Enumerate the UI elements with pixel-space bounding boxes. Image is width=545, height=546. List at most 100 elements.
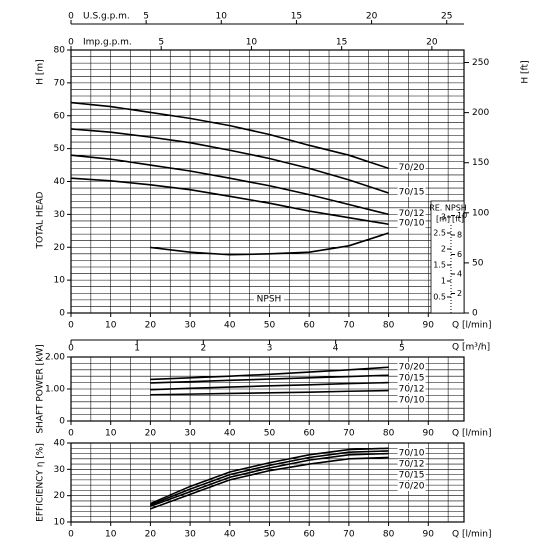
npsh-ft-tick-label: 10: [457, 211, 467, 220]
legend-bg: [397, 470, 426, 480]
legend-bg: [397, 187, 426, 198]
y2-tick-label: 150: [472, 158, 489, 168]
x-tick-label: 90: [423, 530, 435, 540]
y-tick-label: 10: [54, 518, 66, 528]
x-tick-label: 10: [105, 321, 117, 331]
secondary-tick-label: 5: [399, 344, 405, 354]
y-axis-title: SHAFT POWER [kW]: [36, 344, 46, 433]
secondary-tick-label: 15: [291, 12, 302, 22]
legend-bg: [397, 373, 426, 383]
legend-bg: [397, 208, 426, 219]
npsh-ft-tick-label: 2: [457, 289, 462, 298]
legend-bg: [397, 362, 426, 372]
x-tick-label: 40: [224, 530, 236, 540]
x-tick-label: 60: [303, 321, 315, 331]
npsh-tick-label: 3: [441, 213, 446, 222]
x-tick-label: 90: [423, 321, 435, 331]
secondary-tick-label: 0: [68, 344, 74, 354]
y-axis-title: TOTAL HEAD: [36, 191, 46, 249]
y-tick-label: 1.00: [45, 385, 65, 395]
legend-label: 70/10: [399, 449, 425, 459]
npsh-tick-label: 2.5: [433, 229, 446, 238]
y-tick-label: 20: [54, 243, 66, 253]
secondary-tick-label: 5: [158, 38, 164, 48]
secondary-axis-title: U.S.g.p.m.: [83, 12, 130, 22]
y2-tick-label: 250: [472, 58, 489, 68]
secondary-tick-label: 0: [68, 12, 74, 22]
secondary-axis-title: Imp.g.p.m.: [83, 38, 132, 48]
legend-label: 70/10: [399, 219, 425, 229]
legend-label: NPSH: [257, 295, 282, 305]
legend-label: 70/15: [399, 188, 425, 198]
npsh-tick-label: 1.5: [433, 261, 446, 270]
x-tick-label: 0: [68, 530, 74, 540]
legend-bg: [254, 294, 284, 304]
npsh-unit: [m]: [436, 215, 450, 224]
x-tick-label: 0: [68, 321, 74, 331]
y-tick-label: 60: [54, 111, 66, 121]
legend-label: 70/15: [399, 471, 425, 481]
x-tick-label: 70: [343, 321, 355, 331]
legend-bg: [397, 162, 426, 173]
y-axis-title: EFFICIENCY η [%]: [36, 443, 46, 522]
x-axis-title: Q [l/min]: [452, 530, 491, 540]
secondary-tick-label: 10: [216, 12, 228, 22]
legend-label: 70/20: [399, 363, 425, 373]
x-tick-label: 80: [383, 321, 395, 331]
y2-axis-title: H [ft]: [521, 60, 531, 83]
series-line: [150, 452, 389, 507]
series-line: [70, 177, 389, 226]
legend-label: 70/15: [399, 374, 425, 384]
x-tick-label: 20: [145, 530, 157, 540]
y-tick-label: 2.00: [45, 353, 65, 363]
y-tick-label: 30: [54, 210, 66, 220]
npsh-ft-tick-label: 6: [457, 250, 462, 259]
legend-bg: [397, 459, 426, 469]
series-line: [150, 450, 389, 506]
legend-label: 70/20: [399, 482, 425, 492]
y-tick-label: 0: [59, 309, 65, 319]
y2-tick-label: 100: [472, 208, 489, 218]
legend-label: 70/12: [399, 385, 425, 395]
series-line: [150, 456, 389, 510]
y-tick-label: 70: [54, 78, 66, 88]
secondary-tick-label: 5: [143, 12, 149, 22]
x-tick-label: 50: [264, 321, 276, 331]
x-tick-label: 30: [184, 429, 196, 439]
legend-label: 70/12: [399, 460, 425, 470]
series-line: [150, 447, 389, 505]
series-line: [150, 232, 389, 256]
y2-tick-label: 200: [472, 108, 489, 118]
legend-label: 70/10: [399, 396, 425, 406]
y2-tick-label: 50: [472, 258, 484, 268]
series-line: [150, 374, 389, 384]
x-tick-label: 40: [224, 429, 236, 439]
secondary-tick-label: 20: [426, 38, 438, 48]
x-tick-label: 50: [264, 530, 276, 540]
x-tick-label: 20: [145, 429, 157, 439]
secondary-tick-label: 0: [68, 38, 74, 48]
npsh-unit: [ft]: [452, 215, 464, 224]
plot-frame: [70, 442, 465, 523]
y-tick-label: 0: [59, 417, 65, 427]
y-tick-label: 80: [54, 46, 66, 56]
x-axis-title: Q [l/min]: [452, 429, 491, 439]
x-tick-label: 30: [184, 321, 196, 331]
npsh-tick-label: 2: [441, 245, 446, 254]
secondary-tick-label: 20: [366, 12, 378, 22]
x-tick-label: 40: [224, 321, 236, 331]
x-tick-label: 30: [184, 530, 196, 540]
secondary-tick-label: 1: [134, 344, 140, 354]
x-tick-label: 0: [68, 429, 74, 439]
x-tick-label: 60: [303, 530, 315, 540]
y-tick-label: 40: [54, 439, 66, 449]
x-tick-label: 70: [343, 530, 355, 540]
y-axis-title: H [m]: [36, 59, 46, 84]
x-tick-label: 60: [303, 429, 315, 439]
secondary-tick-label: 25: [441, 12, 452, 22]
secondary-axis-title: Q [m³/h]: [452, 343, 490, 353]
y-tick-label: 10: [54, 276, 66, 286]
y2-tick-label: 0: [472, 309, 478, 319]
secondary-tick-label: 10: [246, 38, 258, 48]
